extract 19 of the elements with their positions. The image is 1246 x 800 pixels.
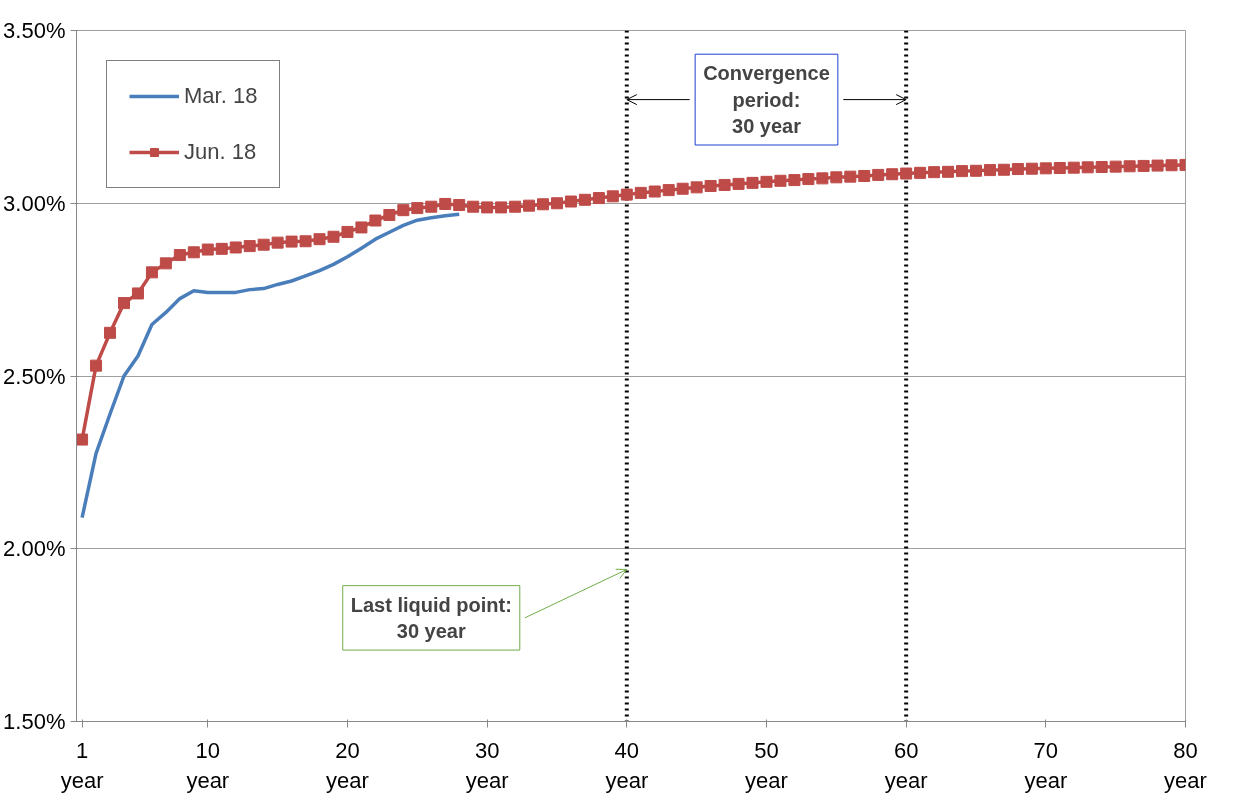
x-tick-label: 70 year: [1024, 737, 1068, 793]
x-tick-label: 10 year: [186, 737, 230, 793]
x-tick-label: 40 year: [605, 737, 649, 793]
x-tick-label: 20 year: [326, 737, 369, 793]
legend-label: Mar. 18: [184, 83, 258, 109]
x-tick-label: 60 year: [884, 737, 928, 793]
y-tick-label: 1.50%: [3, 709, 66, 734]
x-tick-label: 50 year: [745, 737, 788, 793]
y-tick-label: 2.50%: [3, 363, 66, 389]
legend-label: Jun. 18: [184, 139, 257, 165]
x-tick-label: 1 year: [60, 737, 104, 793]
y-tick-label: 2.00%: [3, 536, 66, 562]
y-tick-label: 3.50%: [3, 18, 66, 43]
annotation: Convergence period: 30 year: [703, 62, 830, 137]
line-series: [80, 212, 461, 520]
x-tick-label: 30 year: [465, 737, 509, 793]
x-tick-label: 80 year: [1164, 737, 1207, 793]
y-tick-label: 3.00%: [3, 190, 66, 216]
annotation: Last liquid point: 30 year: [350, 593, 512, 643]
